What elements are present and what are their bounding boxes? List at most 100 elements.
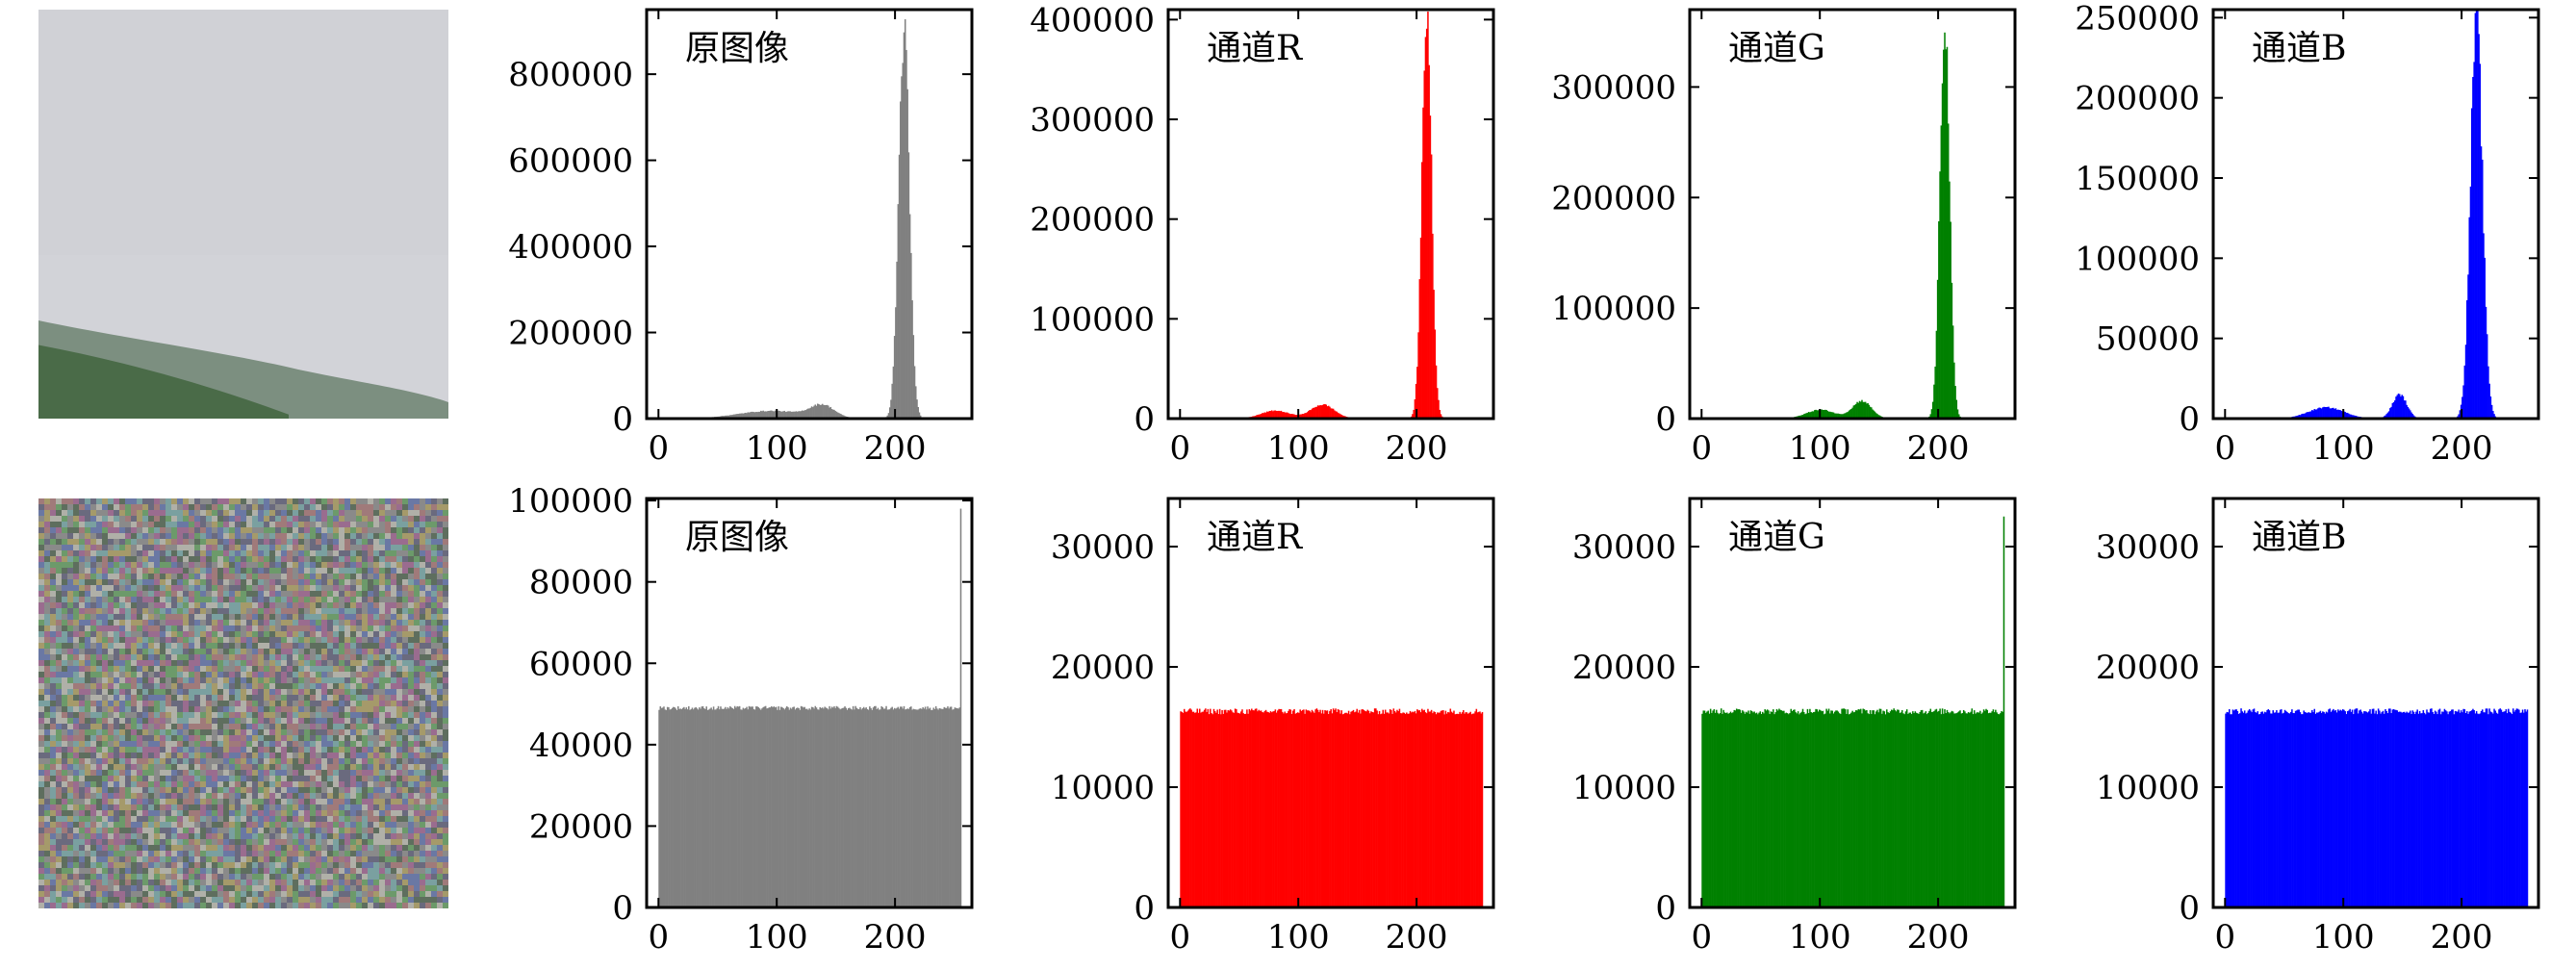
histogram-bar	[1338, 709, 1340, 907]
histogram-bar	[803, 411, 804, 419]
histogram-bar	[694, 707, 696, 907]
histogram-bar	[764, 411, 767, 419]
histogram-bar	[1833, 413, 1836, 419]
histogram-bar	[1288, 413, 1290, 419]
histogram-bar	[1794, 709, 1796, 907]
histogram-bar	[1723, 712, 1726, 907]
histogram-bar	[1843, 413, 1846, 419]
histogram-bar	[2343, 709, 2345, 907]
histogram-bar	[2389, 708, 2391, 907]
histogram-bar	[2396, 710, 2399, 907]
histogram-bar	[877, 707, 880, 907]
histogram-bar	[1439, 712, 1441, 907]
histogram-bar	[2506, 713, 2509, 907]
histogram-bar	[1293, 708, 1295, 907]
histogram-bar	[2439, 714, 2442, 907]
histogram-bar	[1849, 409, 1851, 419]
histogram-bar	[2380, 713, 2382, 907]
histogram-bar	[1903, 714, 1905, 907]
histogram-bar	[880, 705, 882, 907]
histogram-bar	[947, 706, 949, 907]
histogram-bar	[1329, 406, 1331, 419]
histogram-bar	[2429, 708, 2432, 907]
histogram-bar	[1437, 712, 1439, 907]
histogram-bar	[1418, 710, 1421, 907]
histogram-bar	[898, 708, 901, 907]
histogram-bar	[892, 709, 895, 907]
histogram-bar	[2524, 709, 2526, 907]
histogram-bar	[1451, 712, 1454, 907]
histogram-bar	[2348, 710, 2350, 907]
histogram-bar	[917, 407, 919, 419]
histogram-bar	[2308, 411, 2311, 419]
y-tick-label: 10000	[2096, 769, 2200, 807]
histogram-bar	[818, 709, 820, 907]
histogram-bar	[1987, 713, 1990, 907]
histogram-bar	[696, 708, 699, 907]
histogram-bar	[1205, 708, 1207, 907]
histogram-bar	[2407, 406, 2410, 419]
histogram-bar	[1304, 713, 1306, 907]
histogram-bar	[2311, 410, 2313, 419]
histogram-bar	[804, 708, 807, 907]
histogram-bar	[1467, 713, 1469, 907]
histogram-bar	[938, 707, 941, 907]
histogram-bar	[941, 708, 943, 907]
histogram-bar	[1753, 711, 1755, 907]
histogram-bar	[730, 707, 732, 907]
histogram-bar	[2488, 708, 2490, 907]
histogram-bar	[673, 706, 675, 907]
histogram-bar	[1206, 711, 1208, 907]
histogram-bar	[1711, 712, 1713, 907]
histogram-bar	[844, 706, 846, 907]
histogram-bar	[717, 705, 720, 907]
histogram-bar	[2331, 710, 2334, 907]
histogram-bar	[1200, 712, 1202, 907]
histogram-bar	[1766, 709, 1769, 907]
histogram-bar	[691, 707, 694, 907]
histogram-bar	[1833, 711, 1836, 907]
histogram-bar	[2232, 709, 2234, 907]
histogram-bar	[2341, 709, 2344, 907]
histogram-bar	[688, 705, 690, 907]
histogram-bar	[2245, 713, 2247, 907]
histogram-bar	[1943, 49, 1945, 420]
histogram-bar	[880, 709, 881, 907]
histogram-bar	[2308, 412, 2309, 419]
histogram-bar	[1288, 413, 1289, 419]
histogram-bar	[1913, 713, 1915, 907]
histogram-bar	[2447, 714, 2449, 907]
histogram-bar	[910, 706, 912, 907]
y-tick-label: 40000	[529, 727, 633, 765]
histogram-bar	[1864, 401, 1867, 419]
histogram-bar	[1938, 220, 1940, 419]
histogram-bar	[1380, 714, 1382, 907]
histogram-bar	[1427, 708, 1429, 907]
histogram-bar	[895, 708, 897, 907]
histogram-bar	[1381, 713, 1383, 907]
histogram-bar	[668, 706, 670, 907]
histogram-bar	[763, 706, 766, 907]
histogram-bar	[1429, 115, 1432, 420]
histogram-bar	[942, 708, 944, 907]
histogram-bar	[2478, 34, 2480, 419]
histogram-bar	[743, 708, 746, 907]
histogram-bar	[1430, 709, 1433, 907]
histogram-bar	[1327, 405, 1330, 419]
histogram-bar	[1187, 709, 1190, 907]
histogram-bar	[875, 705, 877, 907]
histogram-bar	[762, 410, 764, 419]
histogram-bar	[1800, 711, 1803, 907]
histogram-bar	[1236, 708, 1237, 907]
histogram-bar	[1908, 712, 1910, 907]
histogram-bar	[783, 410, 786, 419]
histogram-bar	[1931, 401, 1934, 419]
histogram-bar	[1284, 711, 1286, 907]
histogram-bars	[2225, 708, 2529, 907]
histogram-bar	[924, 706, 927, 907]
histogram-bar	[1416, 367, 1418, 419]
histogram-bar	[1869, 406, 1872, 419]
histogram-bar	[1926, 714, 1928, 907]
panel-title: 通道R	[1207, 29, 1303, 68]
histogram-bar	[1439, 409, 1441, 419]
